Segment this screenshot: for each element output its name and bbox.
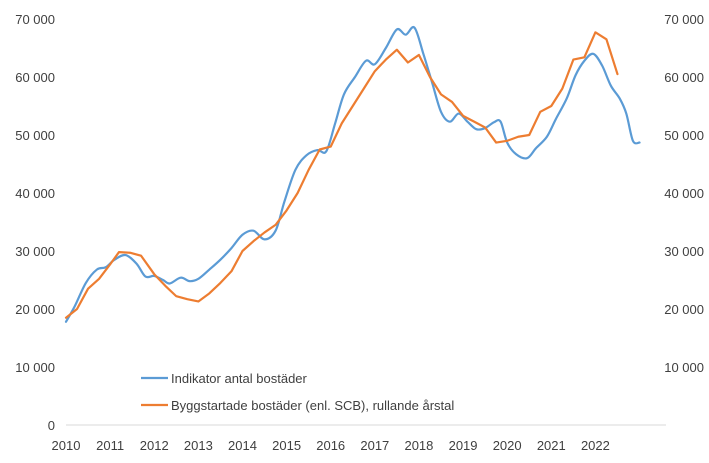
- series-lines: [64, 25, 641, 323]
- x-tick-label: 2021: [537, 438, 566, 453]
- x-tick-label: 2020: [493, 438, 522, 453]
- legend: Indikator antal bostäder Byggstartade bo…: [141, 371, 454, 413]
- series-line-indikator: [64, 25, 641, 323]
- y-tick-label-right: 10 000: [664, 360, 704, 375]
- x-tick-label: 2017: [360, 438, 389, 453]
- y-tick-label-left: 10 000: [15, 360, 55, 375]
- x-tick-labels: 2010 2011 2012 2013 2014 2015 2016 2017 2018 2019…: [52, 438, 610, 453]
- y-tick-label-left: 50 000: [15, 128, 55, 143]
- x-tick-label: 2012: [140, 438, 169, 453]
- y-tick-label-right: 30 000: [664, 244, 704, 259]
- x-tick-label: 2019: [449, 438, 478, 453]
- y-tick-label-right: 70 000: [664, 12, 704, 27]
- legend-entry-byggstartade: Byggstartade bostäder (enl. SCB), rullan…: [141, 398, 454, 413]
- x-tick-label: 2011: [96, 438, 124, 453]
- x-tick-label: 2014: [228, 438, 257, 453]
- y-tick-label-right: 20 000: [664, 302, 704, 317]
- y-tick-label-right: 60 000: [664, 70, 704, 85]
- y-tick-label-left: 0: [48, 418, 55, 433]
- y-tick-label-left: 20 000: [15, 302, 55, 317]
- y-tick-label-left: 40 000: [15, 186, 55, 201]
- y-tick-labels-right: 10 000 20 000 30 000 40 000 50 000 60 000 70 0…: [664, 12, 704, 375]
- legend-label-indikator: Indikator antal bostäder: [171, 371, 308, 386]
- legend-label-byggstartade: Byggstartade bostäder (enl. SCB), rullan…: [171, 398, 454, 413]
- legend-entry-indikator: Indikator antal bostäder: [141, 371, 308, 386]
- x-tick-label: 2022: [581, 438, 610, 453]
- x-tick-label: 2015: [272, 438, 301, 453]
- y-tick-label-left: 70 000: [15, 12, 55, 27]
- series-line-byggstartade: [64, 31, 619, 319]
- y-tick-label-right: 50 000: [664, 128, 704, 143]
- y-tick-label-left: 30 000: [15, 244, 55, 259]
- x-tick-label: 2016: [316, 438, 345, 453]
- y-tick-label-left: 60 000: [15, 70, 55, 85]
- y-tick-labels-left: 0 10 000 20 000 30 000 40 000 50 000 60 000 70 …: [15, 12, 55, 433]
- x-tick-label: 2010: [52, 438, 81, 453]
- x-tick-label: 2018: [404, 438, 433, 453]
- y-tick-label-right: 40 000: [664, 186, 704, 201]
- x-tick-label: 2013: [184, 438, 213, 453]
